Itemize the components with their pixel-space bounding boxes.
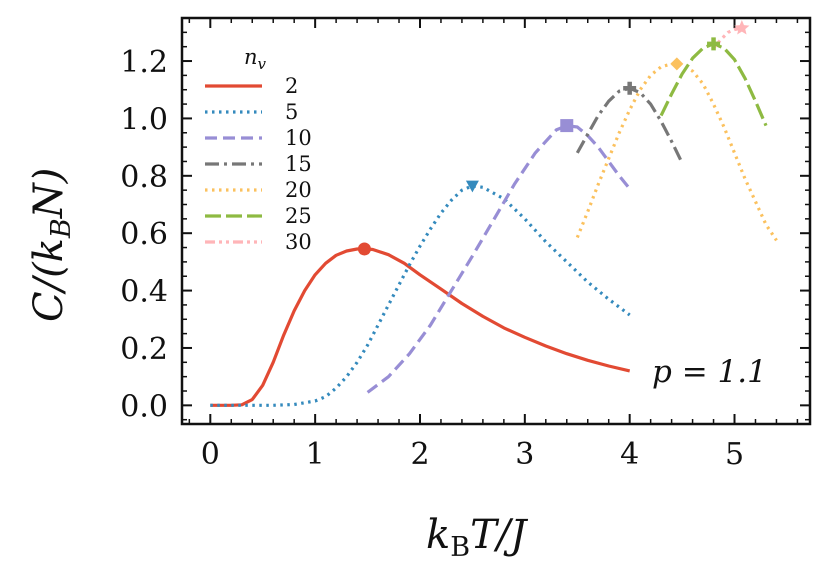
peak-marker-10 (560, 119, 574, 133)
series-line-10 (366, 124, 631, 394)
series-line-20 (575, 62, 778, 242)
peak-marker-15 (623, 81, 637, 95)
x-axis-label: kBT/J (426, 512, 528, 563)
plot-frame (180, 16, 812, 426)
axis-ticks (182, 18, 810, 424)
y-label-sub: B (46, 218, 77, 239)
p-annotation: p = 1.1 (652, 354, 767, 390)
legend-label-20: 20 (285, 178, 312, 202)
legend-label-5: 5 (285, 100, 298, 124)
legend-title-main: n (244, 45, 258, 69)
y-tick-label: 0.4 (120, 275, 168, 310)
series-line-2 (210, 247, 631, 407)
x-tick-label: 5 (725, 437, 744, 472)
x-label-rest: T/J (470, 512, 528, 558)
x-tick-label: 0 (201, 437, 220, 472)
tick-labels: 0 1 2 3 4 5 0.0 0.2 0.4 0.6 0.8 1.0 1.2 (120, 45, 744, 472)
x-tick-label: 2 (410, 437, 429, 472)
legend-label-15: 15 (285, 152, 312, 176)
legend-label-2: 2 (285, 74, 298, 98)
legend-title: nv (244, 45, 267, 73)
y-tick-label: 1.2 (120, 45, 168, 80)
peak-marker-20 (670, 57, 684, 71)
y-tick-label: 0.8 (120, 160, 168, 195)
peak-markers (357, 20, 750, 256)
series-line-15 (575, 86, 684, 164)
y-axis-label: C/(kBN) (26, 168, 77, 322)
peak-marker-30 (734, 20, 750, 35)
series-line-5 (210, 184, 631, 407)
y-tick-label: 0.0 (120, 389, 168, 424)
x-label-main: k (426, 512, 450, 558)
series-line-25 (659, 42, 768, 127)
legend-label-25: 25 (285, 204, 312, 228)
y-label-main: C/(k (26, 238, 72, 322)
y-label-rest: N) (26, 168, 72, 220)
y-tick-label: 0.6 (120, 217, 168, 252)
y-tick-label: 1.0 (120, 102, 168, 137)
legend-label-10: 10 (285, 126, 312, 150)
legend-label-30: 30 (285, 230, 312, 254)
peak-marker-5 (465, 180, 479, 193)
peak-marker-2 (357, 242, 371, 256)
y-tick-label: 0.2 (120, 332, 168, 367)
x-tick-label: 4 (620, 437, 639, 472)
x-tick-label: 1 (306, 437, 325, 472)
legend-title-sub: v (258, 55, 267, 73)
x-label-sub: B (450, 532, 470, 563)
x-tick-label: 3 (515, 437, 534, 472)
peak-marker-25 (707, 37, 721, 51)
